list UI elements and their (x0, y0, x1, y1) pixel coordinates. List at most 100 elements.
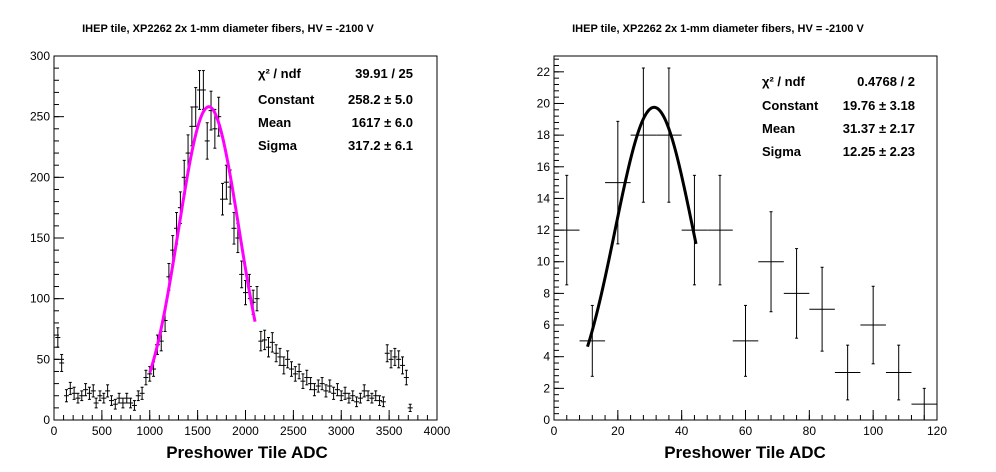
data-point (79, 390, 85, 402)
right-stat-value-0: 0.4768 / 2 (857, 74, 915, 89)
data-point (319, 377, 325, 391)
data-point (407, 403, 413, 413)
left-gaussian-fit-curve (148, 105, 257, 374)
right-x-axis-label: Preshower Tile ADC (664, 443, 826, 462)
x-tick-label: 500 (92, 424, 112, 438)
data-point (400, 356, 406, 375)
y-tick-label: 22 (537, 65, 551, 79)
data-point (311, 383, 317, 397)
x-tick-label: 1000 (136, 424, 163, 438)
data-point (277, 347, 283, 366)
right-axes: 0 20 40 60 80 100 120 0 2 4 6 8 10 12 14 16 18 20 22 (537, 58, 947, 438)
data-point (143, 369, 149, 386)
data-point (338, 390, 344, 402)
left-stat-name-3: Sigma (258, 138, 298, 153)
x-tick-label: 3000 (328, 424, 355, 438)
y-tick-label: 0 (43, 413, 50, 427)
data-point (135, 390, 141, 402)
x-tick-label: 60 (739, 424, 753, 438)
data-point (656, 67, 682, 203)
left-stat-value-3: 317.2 ± 6.1 (348, 138, 413, 153)
right-stat-name-2: Mean (762, 121, 795, 136)
data-point (101, 392, 107, 404)
data-point (75, 392, 81, 404)
data-point (373, 390, 379, 402)
data-point (630, 67, 657, 203)
data-point (707, 174, 733, 286)
data-point (323, 384, 329, 398)
data-point (112, 398, 118, 410)
y-tick-label: 16 (537, 160, 551, 174)
data-point (97, 390, 103, 402)
y-tick-label: 250 (30, 110, 50, 124)
data-point (63, 389, 69, 403)
data-point (783, 248, 810, 339)
left-data-points (55, 70, 413, 413)
right-stats-box: χ² / ndf 0.4768 / 2 Constant 19.76 ± 3.1… (762, 74, 915, 159)
left-stat-value-2: 1617 ± 6.0 (352, 115, 413, 130)
data-point (327, 379, 333, 393)
data-point (265, 336, 271, 358)
data-point (354, 396, 360, 408)
x-tick-label: 120 (927, 424, 947, 438)
data-point (384, 344, 390, 363)
data-point (860, 285, 886, 365)
right-stat-value-3: 12.25 ± 2.23 (843, 144, 915, 159)
data-point (396, 350, 402, 369)
data-point (758, 211, 784, 313)
data-point (90, 384, 96, 398)
data-point (258, 330, 264, 352)
x-tick-label: 3500 (376, 424, 403, 438)
data-point (262, 329, 268, 351)
data-point (269, 332, 275, 353)
data-point (315, 379, 321, 393)
data-point (285, 350, 291, 369)
right-stat-value-2: 31.37 ± 2.17 (843, 121, 915, 136)
left-chart-title: IHEP tile, XP2262 2x 1-mm diameter fiber… (82, 23, 374, 35)
data-point (331, 386, 337, 400)
data-point (120, 397, 126, 409)
data-point (300, 373, 306, 389)
data-point (334, 383, 340, 397)
data-point (59, 353, 65, 372)
y-tick-label: 14 (537, 191, 551, 205)
data-point (288, 361, 294, 377)
data-point (369, 392, 375, 404)
data-point (273, 344, 279, 363)
left-stat-value-0: 39.91 / 25 (355, 66, 413, 81)
data-point (357, 392, 363, 404)
left-stat-name-1: Constant (258, 92, 315, 107)
data-point (220, 182, 226, 216)
data-point (139, 386, 145, 400)
data-point (342, 386, 348, 400)
x-tick-label: 2500 (280, 424, 307, 438)
x-tick-label: 100 (863, 424, 883, 438)
y-tick-label: 0 (543, 413, 550, 427)
data-point (204, 122, 210, 160)
left-histogram-panel: IHEP tile, XP2262 2x 1-mm diameter fiber… (30, 23, 451, 462)
data-point (911, 387, 937, 421)
x-tick-label: 0 (551, 424, 558, 438)
data-point (116, 392, 122, 404)
y-tick-label: 10 (537, 255, 551, 269)
y-tick-label: 6 (543, 318, 550, 332)
data-point (105, 384, 111, 398)
y-tick-label: 8 (543, 286, 550, 300)
data-point (67, 381, 73, 396)
left-plot-frame (53, 55, 438, 421)
x-tick-label: 0 (51, 424, 58, 438)
x-tick-label: 4000 (424, 424, 451, 438)
data-point (131, 400, 137, 411)
data-point (350, 390, 356, 402)
data-point (380, 396, 386, 408)
right-stat-name-3: Sigma (762, 144, 802, 159)
data-point (231, 212, 237, 245)
left-stat-name-0: χ² / ndf (258, 66, 302, 81)
x-tick-label: 2000 (232, 424, 259, 438)
right-gaussian-fit-curve (586, 105, 698, 348)
data-point (296, 363, 302, 380)
data-point (55, 327, 61, 348)
left-stats-box: χ² / ndf 39.91 / 25 Constant 258.2 ± 5.0… (258, 66, 413, 153)
